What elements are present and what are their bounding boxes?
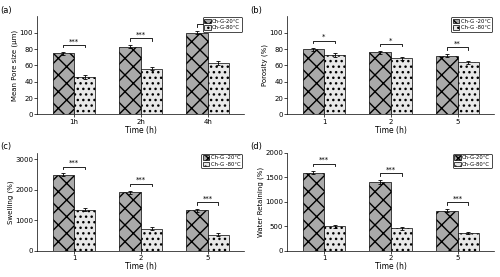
Text: *: *: [389, 37, 392, 43]
Text: ***: ***: [136, 32, 146, 38]
Y-axis label: Mean Pore size (μm): Mean Pore size (μm): [12, 30, 18, 101]
Bar: [120, 192, 141, 251]
Bar: [436, 211, 458, 251]
Bar: [141, 229, 162, 251]
Bar: [391, 228, 412, 251]
Bar: [391, 58, 412, 114]
Bar: [141, 69, 162, 114]
Bar: [458, 62, 479, 114]
X-axis label: Time (h): Time (h): [125, 262, 157, 271]
Bar: [458, 233, 479, 251]
Text: ***: ***: [69, 160, 79, 166]
Bar: [186, 33, 208, 114]
Bar: [436, 56, 458, 114]
Bar: [302, 173, 324, 251]
Bar: [52, 53, 74, 114]
Legend: Ch-G -20°C, Ch-G -80°C: Ch-G -20°C, Ch-G -80°C: [451, 17, 492, 32]
X-axis label: Time (h): Time (h): [125, 126, 157, 135]
Text: ***: ***: [319, 157, 329, 163]
Bar: [74, 77, 96, 114]
Text: ***: ***: [202, 18, 212, 24]
Text: **: **: [454, 41, 461, 47]
Legend: Ch-G-20°C, Ch-G-80°C: Ch-G-20°C, Ch-G-80°C: [202, 17, 242, 32]
Y-axis label: Water Retaining (%): Water Retaining (%): [257, 167, 264, 237]
X-axis label: Time (h): Time (h): [375, 126, 407, 135]
Text: (a): (a): [0, 6, 12, 14]
Text: *: *: [322, 34, 326, 40]
Text: ***: ***: [136, 177, 146, 183]
Bar: [74, 210, 96, 251]
Bar: [324, 226, 345, 251]
Text: ***: ***: [69, 38, 79, 44]
Bar: [324, 55, 345, 114]
Text: ***: ***: [386, 167, 396, 173]
Text: (d): (d): [250, 142, 262, 151]
Bar: [52, 175, 74, 251]
Bar: [208, 235, 229, 251]
Bar: [186, 211, 208, 251]
Bar: [370, 52, 391, 114]
Y-axis label: Swelling (%): Swelling (%): [7, 180, 14, 224]
Bar: [370, 182, 391, 251]
Bar: [120, 47, 141, 114]
Legend: Ch-G-20°C, Ch-G-80°C: Ch-G-20°C, Ch-G-80°C: [452, 153, 492, 168]
Text: (b): (b): [250, 6, 262, 14]
Y-axis label: Porosity (%): Porosity (%): [262, 45, 268, 86]
Text: ***: ***: [202, 196, 212, 202]
Bar: [208, 63, 229, 114]
Text: (c): (c): [0, 142, 11, 151]
X-axis label: Time (h): Time (h): [375, 262, 407, 271]
Bar: [302, 49, 324, 114]
Legend: Ch-G -20°C, Ch-G -80°C: Ch-G -20°C, Ch-G -80°C: [201, 153, 242, 168]
Text: ***: ***: [452, 196, 462, 202]
